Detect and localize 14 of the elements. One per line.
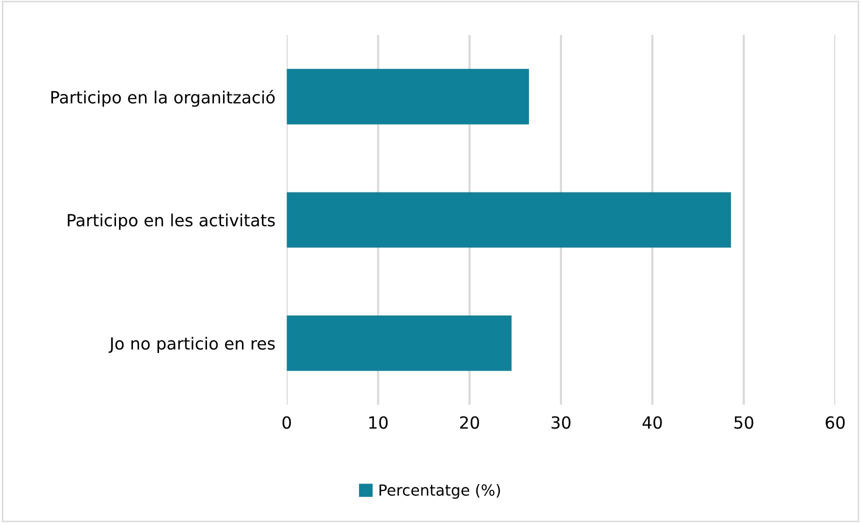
y-tick-label: Jo no particio en res xyxy=(108,336,275,353)
bar xyxy=(286,192,731,248)
legend-label: Percentatge (%) xyxy=(380,484,500,499)
x-tick-label: 30 xyxy=(552,416,570,429)
bar xyxy=(286,68,529,124)
bar xyxy=(286,315,512,371)
x-tick-label: 40 xyxy=(642,416,662,429)
x-tick-label: 20 xyxy=(460,416,480,429)
x-tick-label: 0 xyxy=(282,416,291,429)
y-tick-label: Participo en les activitats xyxy=(68,214,275,230)
x-tick-label: 60 xyxy=(826,416,845,429)
x-tick-label: 10 xyxy=(369,416,388,429)
x-tick-label: 50 xyxy=(734,416,754,429)
y-tick-label: Participo en la organització xyxy=(51,90,275,107)
